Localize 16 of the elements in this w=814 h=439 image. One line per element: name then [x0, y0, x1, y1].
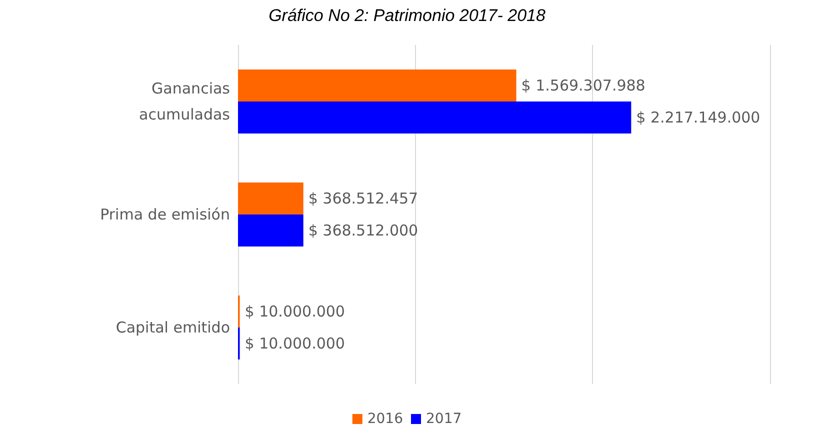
bar [238, 70, 516, 102]
bar [238, 182, 304, 214]
data-label: $ 10.000.000 [244, 334, 345, 352]
data-label: $ 2.217.149.000 [636, 108, 760, 126]
chart-title: Gráfico No 2: Patrimonio 2017- 2018 [268, 6, 546, 25]
y-tick-label: Capital emitido [116, 318, 230, 336]
bar [238, 102, 632, 134]
legend-label: 2016 [367, 411, 404, 427]
data-label: $ 368.512.000 [308, 222, 418, 240]
data-label: $ 1.569.307.988 [521, 76, 646, 94]
legend-label: 2017 [426, 411, 462, 427]
y-tick-label: Prima de emisión [100, 206, 230, 224]
bar [238, 214, 304, 246]
data-label: $ 368.512.457 [308, 190, 418, 208]
data-label: $ 10.000.000 [244, 302, 345, 320]
y-tick-label: Ganancias acumuladas [139, 80, 230, 124]
